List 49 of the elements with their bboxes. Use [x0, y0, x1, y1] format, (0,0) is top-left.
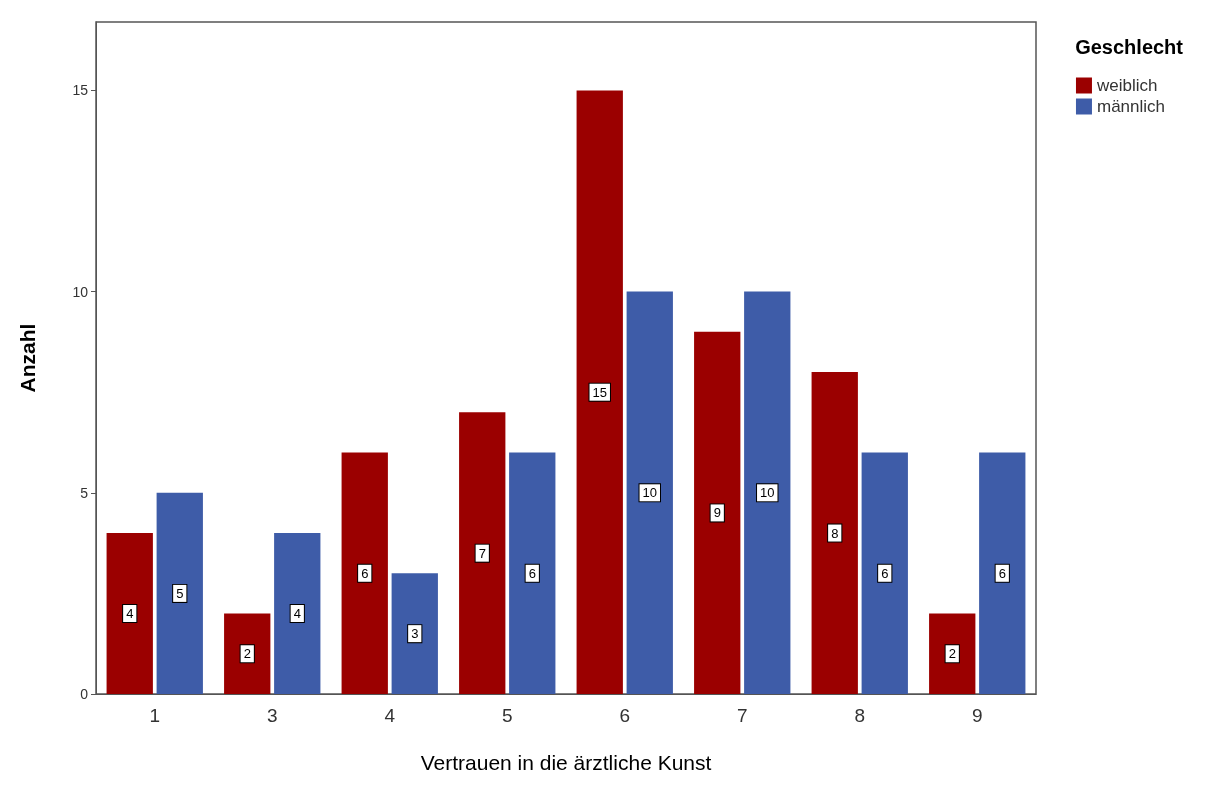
data-label: 8	[831, 525, 839, 541]
data-label: 2	[948, 646, 956, 662]
bar	[274, 533, 321, 694]
data-label: 2	[243, 646, 251, 662]
y-axis-title: Anzahl	[16, 323, 39, 393]
data-label: 9	[713, 505, 721, 521]
bar	[576, 90, 623, 694]
data-label: 6	[361, 565, 369, 581]
legend-label: männlich	[1096, 97, 1166, 116]
x-tick-label: 7	[736, 705, 748, 726]
y-tick-label: 5	[80, 484, 89, 501]
x-axis-title: Vertrauen in die ärztliche Kunst	[420, 751, 712, 774]
bar	[459, 412, 506, 694]
data-label: 5	[176, 585, 184, 601]
bar	[341, 452, 388, 694]
data-label: 15	[592, 384, 607, 400]
bar	[861, 452, 908, 694]
bar	[979, 452, 1026, 694]
bar	[811, 372, 858, 694]
bar	[156, 492, 203, 694]
y-tick-label: 0	[80, 686, 89, 702]
bar	[224, 613, 271, 694]
x-tick-label: 9	[971, 705, 983, 726]
data-label: 3	[411, 626, 419, 642]
data-label: 6	[528, 565, 536, 581]
data-label: 6	[881, 565, 889, 581]
x-tick-label: 3	[266, 705, 278, 726]
legend-title: Geschlecht	[1075, 36, 1184, 58]
bar	[391, 573, 438, 694]
bar	[929, 613, 976, 694]
x-tick-label: 5	[501, 705, 513, 726]
data-label: 4	[293, 606, 301, 622]
data-label: 6	[998, 565, 1006, 581]
bar	[744, 291, 791, 694]
bar	[626, 291, 673, 694]
x-tick-label: 1	[149, 705, 161, 726]
bar	[509, 452, 556, 694]
legend-label: weiblich	[1095, 76, 1158, 95]
y-tick-label: 10	[72, 283, 89, 300]
data-label: 10	[760, 485, 775, 501]
data-label: 4	[126, 606, 134, 622]
x-tick-label: 6	[619, 705, 631, 726]
bar	[694, 331, 741, 694]
x-tick-label: 8	[854, 705, 866, 726]
data-label: 7	[478, 545, 486, 561]
bar	[106, 533, 153, 694]
x-tick-label: 4	[384, 705, 396, 726]
y-tick-label: 15	[72, 82, 89, 99]
data-label: 10	[642, 485, 657, 501]
